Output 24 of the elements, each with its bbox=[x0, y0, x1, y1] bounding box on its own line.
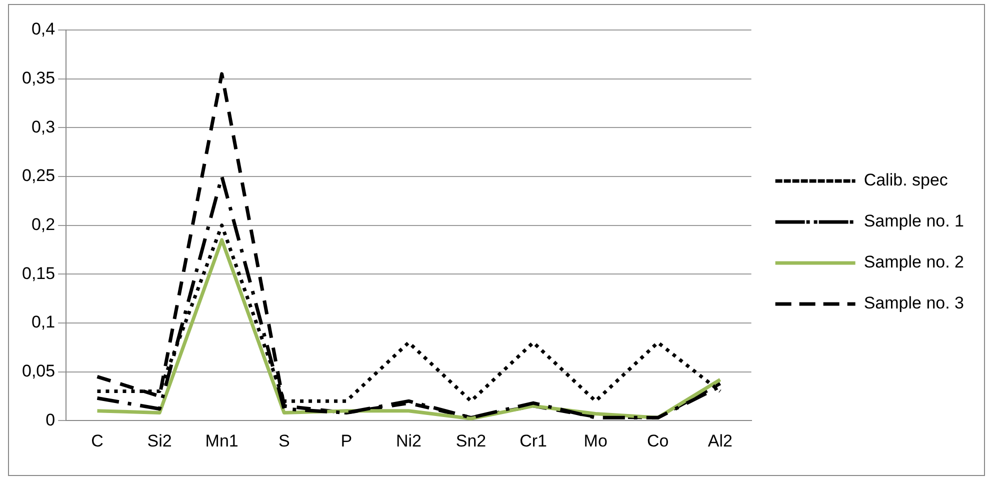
x-tick-label: Co bbox=[647, 431, 669, 450]
y-tick-label: 0,35 bbox=[22, 68, 56, 88]
y-tick-label: 0,25 bbox=[22, 166, 56, 186]
x-tick-label: Al2 bbox=[708, 431, 732, 450]
x-tick-label: P bbox=[340, 431, 352, 450]
x-tick-label: Ni2 bbox=[396, 431, 422, 450]
legend-label: Sample no. 2 bbox=[864, 252, 964, 272]
y-tick-label: 0,2 bbox=[31, 214, 56, 234]
x-tick-label: Sn2 bbox=[456, 431, 486, 450]
x-tick-label: Mn1 bbox=[205, 431, 238, 450]
y-tick-label: 0,4 bbox=[31, 20, 56, 39]
y-tick-label: 0,1 bbox=[31, 312, 56, 332]
x-tick-label: Si2 bbox=[147, 431, 172, 450]
y-tick-label: 0,15 bbox=[22, 264, 56, 283]
x-tick-label: C bbox=[91, 431, 104, 450]
legend-label: Calib. spec bbox=[864, 170, 948, 190]
x-tick-label: Cr1 bbox=[520, 431, 547, 450]
x-tick-label: Mo bbox=[584, 431, 608, 450]
y-tick-label: 0,05 bbox=[22, 361, 56, 380]
y-tick-label: 0,3 bbox=[31, 117, 56, 136]
x-tick-label: S bbox=[278, 431, 290, 450]
legend-label: Sample no. 3 bbox=[864, 294, 964, 313]
legend-label: Sample no. 1 bbox=[864, 212, 964, 231]
y-tick-label: 0 bbox=[46, 410, 56, 430]
